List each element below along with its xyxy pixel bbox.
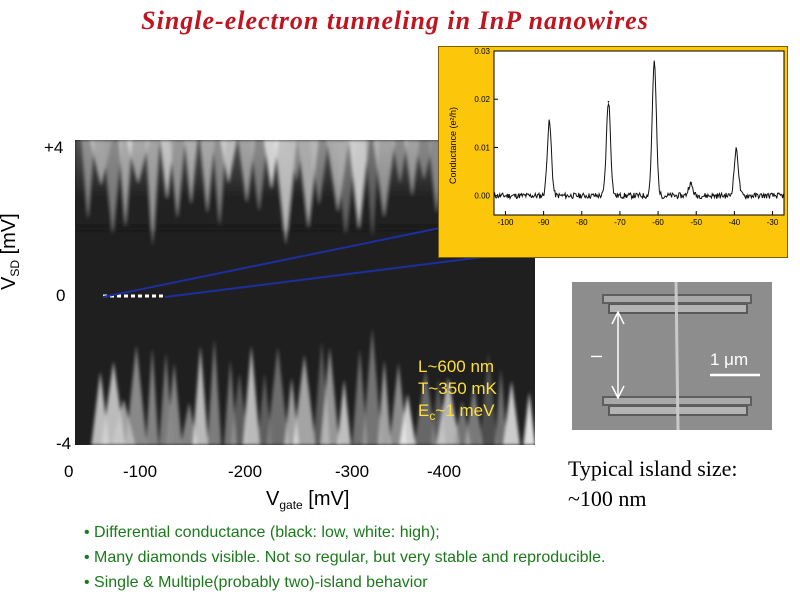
scale-bar-label: 1 μm <box>710 350 749 369</box>
inset-y-tick-label: 0.02 <box>474 95 490 104</box>
bullet-item: • Differential conductance (black: low, … <box>84 524 440 541</box>
conductance-peak <box>607 100 610 103</box>
island-size-caption: Typical island size: ~100 nm <box>568 454 738 514</box>
y-tick-top: +4 <box>44 138 64 157</box>
inset-plot-area <box>493 50 785 216</box>
inset-x-tick-label: -30 <box>767 218 779 227</box>
inset-x-tick-label: -80 <box>576 218 588 227</box>
inset-y-axis-label: Conductance (e²/h) <box>448 106 458 184</box>
conductance-peak <box>548 121 551 123</box>
bullet-list: • Differential conductance (black: low, … <box>84 520 605 595</box>
charging-energy-param: Ec~1 meV <box>418 401 495 423</box>
x-tick-100: -100 <box>123 462 158 481</box>
island-length-marker: l <box>589 354 607 359</box>
inset-x-tick-label: -60 <box>652 218 664 227</box>
inset-x-tick-label: -100 <box>497 218 514 227</box>
inset-y-tick-label: 0.03 <box>474 47 490 56</box>
x-tick-200: -200 <box>228 462 263 481</box>
inset-x-tick-label: -70 <box>614 218 626 227</box>
temperature-param: T~350 mK <box>418 379 497 398</box>
caption-line-2: ~100 nm <box>568 486 647 511</box>
device-parameters: L~600 nm T~350 mK Ec~1 meV <box>418 356 497 427</box>
caption-line-1: Typical island size: <box>568 456 738 481</box>
x-axis-label: Vgate [mV] <box>266 488 350 512</box>
inset-y-tick-label: 0.01 <box>474 143 490 152</box>
y-tick-mid: 0 <box>56 286 66 305</box>
length-param: L~600 nm <box>418 357 495 376</box>
slide-title: Single-electron tunneling in InP nanowir… <box>141 6 649 35</box>
inset-x-tick-label: -40 <box>729 218 741 227</box>
conductance-trace <box>493 60 785 201</box>
conductance-inset: 0.03 0.02 0.01 0.00 -100 -90 -80 -70 -60 -50 -40 -3… <box>438 46 788 258</box>
bullet-item: • Many diamonds visible. Not so regular,… <box>84 549 606 566</box>
x-tick-300: -300 <box>335 462 370 481</box>
sem-image <box>572 282 772 430</box>
bullet-item: • Single & Multiple(probably two)-island… <box>84 574 428 591</box>
conductance-peak <box>689 182 692 185</box>
inset-x-tick-label: -90 <box>538 218 550 227</box>
x-tick-0: 0 <box>64 462 74 481</box>
y-tick-bottom: -4 <box>56 434 72 453</box>
inset-y-tick-label: 0.00 <box>474 192 490 201</box>
inset-x-tick-label: -50 <box>690 218 702 227</box>
conductance-peak <box>735 149 738 151</box>
conductance-peak <box>653 62 656 64</box>
x-tick-400: -400 <box>427 462 462 481</box>
